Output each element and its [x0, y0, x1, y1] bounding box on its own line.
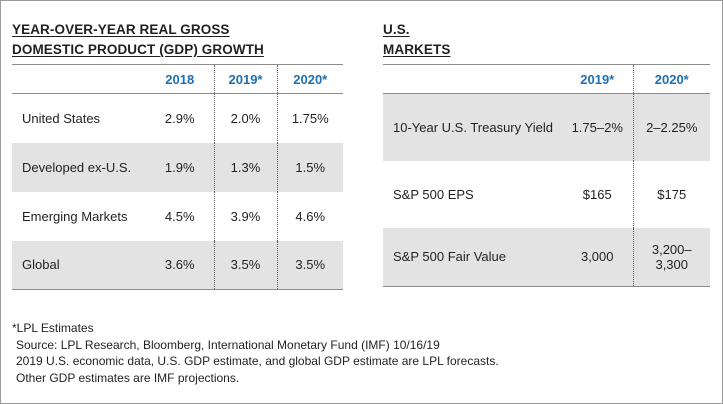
markets-title-line2: MARKETS — [383, 42, 451, 57]
table-row: Emerging Markets 4.5% 3.9% 4.6% — [12, 191, 343, 241]
markets-table-title: U.S. MARKETS — [383, 20, 450, 60]
row-label: Developed ex-U.S. — [12, 142, 146, 192]
cell-value: 1.75–2% — [562, 93, 633, 161]
gdp-header-2020: 2020* — [276, 64, 343, 94]
cell-value: 3.5% — [276, 240, 343, 290]
cell-value: 3,200– 3,300 — [632, 227, 710, 287]
cell-value-line1: 3,200– — [651, 241, 692, 257]
row-label: Emerging Markets — [22, 208, 128, 224]
us-markets-table: 2019* 2020* 10-Year U.S. Treasury Yield … — [383, 64, 710, 287]
row-label: S&P 500 Fair Value — [383, 227, 562, 287]
gdp-table-title: YEAR-OVER-YEAR REAL GROSS DOMESTIC PRODU… — [12, 20, 264, 60]
gdp-title-line1: YEAR-OVER-YEAR REAL GROSS — [12, 22, 230, 37]
estimates-note: *LPL Estimates — [12, 321, 94, 335]
gdp-title-line2: DOMESTIC PRODUCT (GDP) GROWTH — [12, 42, 264, 57]
table-row: Developed ex-U.S. 1.9% 1.3% 1.5% — [12, 142, 343, 192]
gdp-header-row: 2018 2019* 2020* — [12, 64, 343, 94]
cell-value: $165 — [582, 186, 612, 202]
markets-header-2020: 2020* — [632, 64, 710, 94]
cell-value-line2: 3,300 — [655, 256, 689, 272]
cell-value: 3.5% — [213, 240, 277, 290]
markets-header-2019: 2019* — [562, 64, 633, 94]
row-label: Global — [12, 240, 146, 290]
cell-value: 4.6% — [276, 191, 343, 241]
row-label: United States — [22, 110, 101, 126]
table-row: United States 2.9% 2.0% 1.75% — [12, 93, 343, 143]
cell-value: $175 — [632, 160, 710, 228]
cell-value: 3,000 — [562, 227, 633, 287]
projection-note: Other GDP estimates are IMF projections. — [16, 370, 240, 385]
markets-title-line1: U.S. — [383, 22, 410, 37]
cell-value: 4.5% — [164, 208, 195, 224]
gdp-growth-table: 2018 2019* 2020* United States 2.9% 2.0%… — [12, 64, 343, 290]
cell-value: 1.9% — [146, 142, 214, 192]
cell-value: 2–2.25% — [632, 93, 710, 161]
cell-value: 2.0% — [213, 93, 277, 143]
cell-value: 1.75% — [276, 93, 343, 143]
table-row: S&P 500 Fair Value 3,000 3,200– 3,300 — [383, 227, 710, 287]
gdp-header-blank — [12, 64, 146, 94]
markets-header-blank — [383, 64, 562, 94]
source-note: Source: LPL Research, Bloomberg, Interna… — [16, 337, 440, 352]
footnotes: *LPL Estimates Source: LPL Research, Blo… — [12, 320, 499, 386]
row-label: S&P 500 EPS — [393, 186, 474, 202]
gdp-header-2018: 2018 — [146, 64, 214, 94]
table-row: 10-Year U.S. Treasury Yield 1.75–2% 2–2.… — [383, 93, 710, 161]
gdp-header-2019: 2019* — [213, 64, 277, 94]
cell-value: 2.9% — [164, 110, 195, 126]
table-row: S&P 500 EPS $165 $175 — [383, 160, 710, 228]
cell-value: 1.5% — [276, 142, 343, 192]
table-row: Global 3.6% 3.5% 3.5% — [12, 240, 343, 290]
row-label: 10-Year U.S. Treasury Yield — [383, 93, 562, 161]
cell-value: 3.6% — [146, 240, 214, 290]
cell-value: 1.3% — [213, 142, 277, 192]
cell-value: 3.9% — [213, 191, 277, 241]
markets-header-row: 2019* 2020* — [383, 64, 710, 94]
forecast-note: 2019 U.S. economic data, U.S. GDP estima… — [16, 354, 499, 368]
